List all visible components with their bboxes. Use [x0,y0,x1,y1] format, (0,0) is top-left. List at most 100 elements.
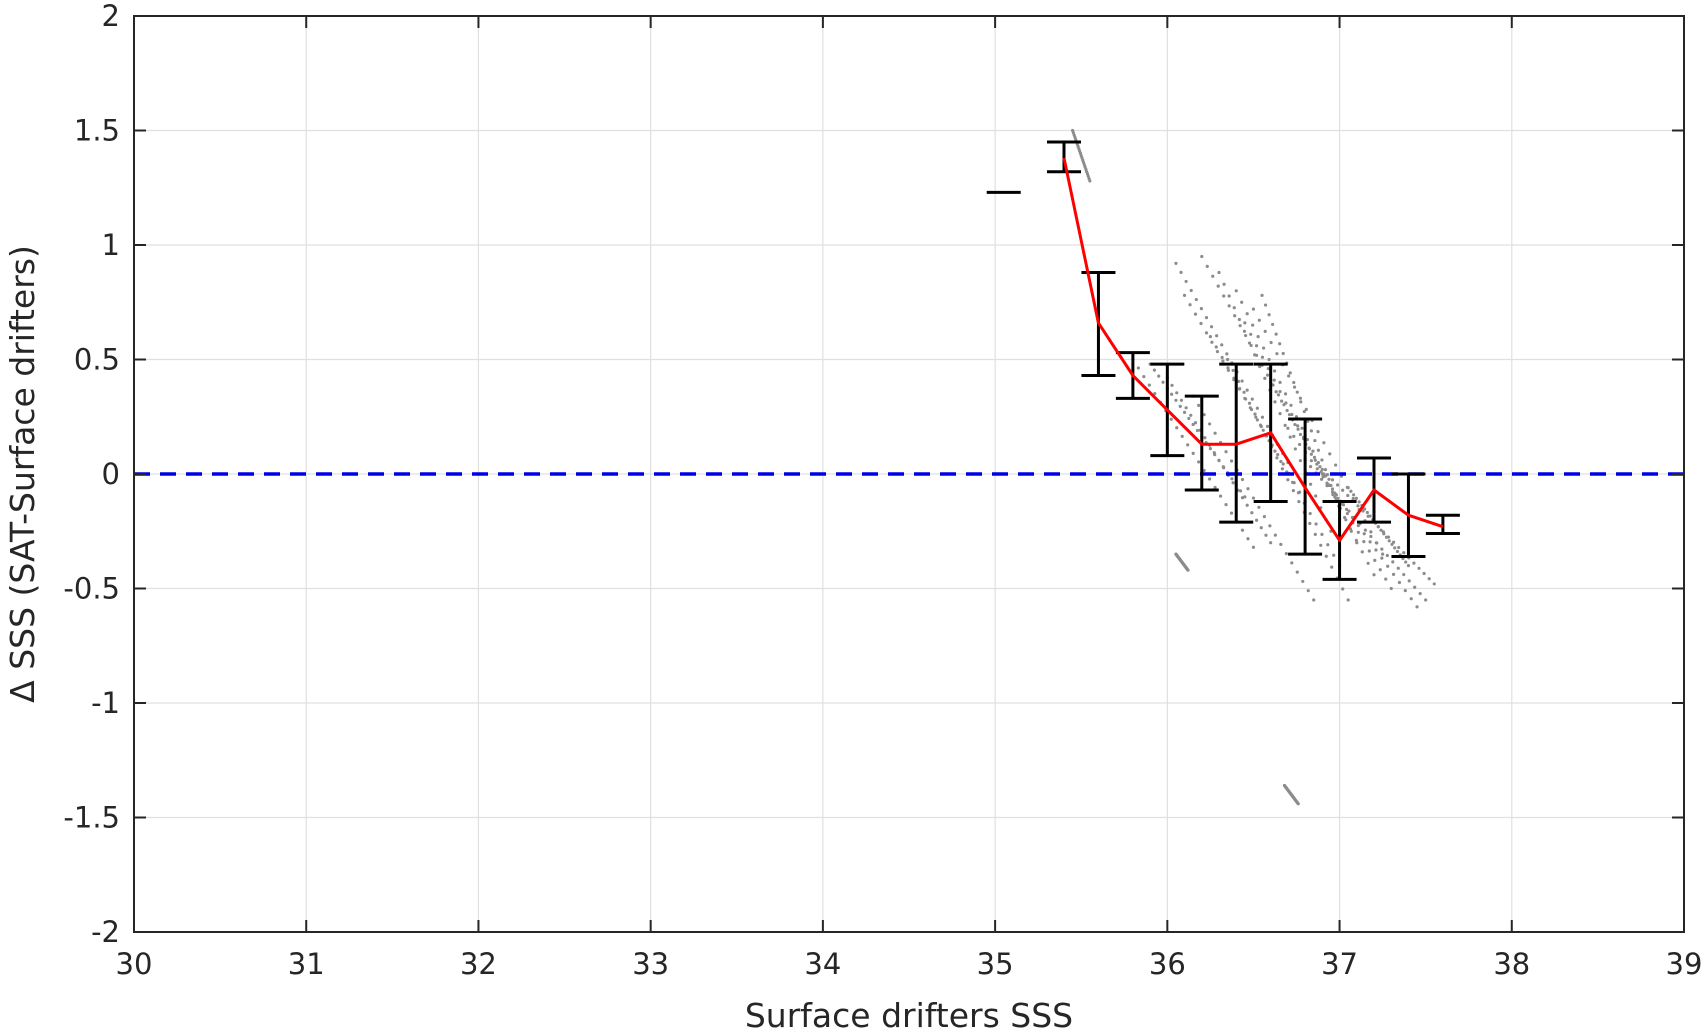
scatter-point [1298,459,1303,463]
scatter-point [1369,530,1373,534]
scatter-point [1187,416,1191,421]
x-tick-label: 34 [804,947,841,981]
scatter-point [1258,364,1262,369]
scatter-point [1251,545,1256,549]
scatter-point [1246,487,1250,491]
scatter-point [1199,321,1203,326]
scatter-point [1266,367,1270,371]
scatter-point [1295,570,1299,574]
scatter-point [1292,434,1296,438]
scatter-point [1142,374,1146,379]
scatter-point [1088,179,1092,183]
scatter-point [1324,554,1328,558]
x-tick-label: 30 [116,947,153,981]
scatter-point [1309,452,1313,456]
scatter-point [1273,449,1277,453]
scatter-point [1152,368,1157,372]
scatter-point [1255,406,1259,410]
scatter-point [1147,383,1151,387]
scatter-point [1365,510,1369,515]
scatter-point [1263,329,1267,333]
scatter-point [1224,450,1228,454]
scatter-point [1295,390,1299,394]
scatter-point [1384,577,1388,581]
scatter-point [1325,473,1330,477]
scatter-point [1178,404,1182,408]
scatter-point [1189,288,1193,293]
scatter-point [1191,451,1195,455]
scatter-point [1316,460,1321,465]
scatter-point [1264,533,1268,537]
scatter-point [1301,579,1305,584]
scatter-point [1179,270,1183,274]
scatter-point [1186,568,1190,572]
scatter-point [1346,598,1350,602]
scatter-point [1242,390,1246,394]
scatter-point [1208,447,1212,451]
scatter-point [1232,306,1236,310]
scatter-point [1257,505,1261,509]
scatter-point [1249,343,1253,348]
scatter-point [1222,294,1226,298]
scatter-point [1253,412,1257,416]
scatter-point [1284,552,1288,556]
scatter-point [1230,477,1234,481]
scatter-point [1374,541,1378,545]
scatter-point [1208,422,1212,426]
scatter-point [1170,383,1174,387]
scatter-point [1211,274,1215,278]
scatter-point [1312,455,1317,459]
scatter-point [1231,481,1235,485]
scatter-point [1263,376,1267,380]
scatter-point [1216,284,1220,288]
scatter-point [1395,549,1400,554]
scatter-point [1224,503,1228,507]
scatter-point [1226,368,1230,372]
scatter-point [1267,313,1271,317]
scatter-point [1263,303,1268,307]
scatter-point [1356,504,1360,508]
scatter-point [1330,478,1335,482]
scatter-point [1274,332,1278,336]
scatter-point [1290,412,1294,417]
scatter-point [1285,408,1289,413]
scatter-point [1238,387,1242,391]
scatter-point [1384,535,1389,539]
scatter-point [1313,458,1317,462]
scatter-point [1349,489,1353,493]
scatter-point [1222,466,1226,470]
scatter-point [1397,580,1402,585]
scatter-point [1330,487,1335,491]
scatter-point [1304,407,1308,411]
y-tick-label: 1.5 [74,114,120,148]
scatter-point [1278,380,1282,384]
scatter-point [1403,588,1407,593]
scatter-point [1247,341,1252,345]
scatter-point [1314,522,1318,526]
scatter-point [1194,297,1198,302]
scatter-point [1346,493,1350,498]
scatter-point [1174,261,1178,265]
error-bar [1047,140,1081,174]
scatter-point [1255,418,1259,422]
y-axis-title: Δ SSS (SAT-Surface drifters) [3,245,42,703]
scatter-point [1376,525,1380,529]
scatter-point [1275,352,1279,356]
scatter-point [1208,335,1212,339]
scatter-point [1319,477,1324,481]
scatter-point [1320,532,1324,536]
scatter-point [1226,357,1230,362]
scatter-point [1265,373,1270,377]
scatter-point [1308,465,1313,469]
scatter-point [1246,537,1250,541]
scatter-point [1227,294,1231,298]
scatter-point [1272,378,1276,382]
scatter-point [1320,458,1324,462]
scatter-point [1199,306,1203,311]
scatter-point [1280,467,1285,471]
scatter-point [1278,389,1282,394]
scatter-point [1318,465,1322,469]
scatter-point [1326,543,1330,547]
x-tick-label: 31 [288,947,325,981]
